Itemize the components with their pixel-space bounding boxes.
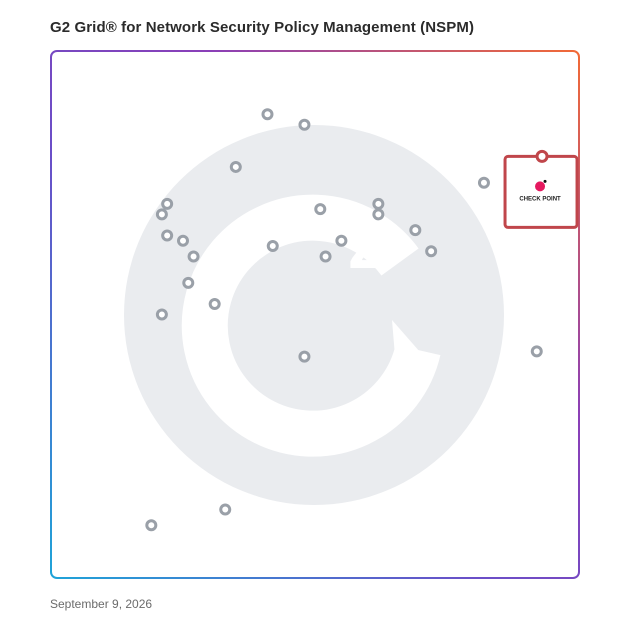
highlight-box (503, 154, 579, 229)
data-point-16[interactable] (319, 250, 332, 263)
data-point-20[interactable] (155, 308, 168, 321)
data-point-5[interactable] (155, 208, 168, 221)
data-point-13[interactable] (409, 224, 422, 237)
data-point-10[interactable] (314, 203, 327, 216)
data-point-23[interactable] (219, 503, 232, 516)
data-point-18[interactable] (182, 276, 195, 289)
data-point-7[interactable] (177, 234, 189, 247)
data-point-22[interactable] (530, 345, 543, 358)
chart-title: G2 Grid® for Network Security Policy Man… (50, 19, 475, 36)
data-point-12[interactable] (372, 208, 385, 221)
check-point-logo-dot-icon (543, 179, 547, 183)
data-point-24[interactable] (145, 519, 158, 532)
check-point-logo-icon (535, 181, 546, 192)
highlight-label: CHECK POINT (519, 196, 561, 202)
report-date: September 9, 2026 (50, 597, 153, 611)
data-point-15[interactable] (335, 234, 348, 247)
data-point-3[interactable] (229, 160, 242, 173)
data-point-4[interactable] (161, 197, 174, 210)
data-point-6[interactable] (161, 229, 174, 242)
data-points (145, 108, 543, 532)
data-point-17[interactable] (477, 176, 490, 189)
data-point-11[interactable] (372, 197, 385, 210)
data-point-19[interactable] (208, 297, 221, 310)
highlight-marker[interactable] (535, 149, 549, 163)
data-point-1[interactable] (261, 108, 274, 121)
data-point-2[interactable] (298, 118, 311, 131)
data-point-9[interactable] (266, 239, 279, 252)
data-point-14[interactable] (425, 245, 438, 258)
highlighted-product[interactable]: CHECK POINT (503, 149, 579, 229)
data-point-8[interactable] (187, 250, 200, 263)
data-point-21[interactable] (298, 350, 311, 363)
